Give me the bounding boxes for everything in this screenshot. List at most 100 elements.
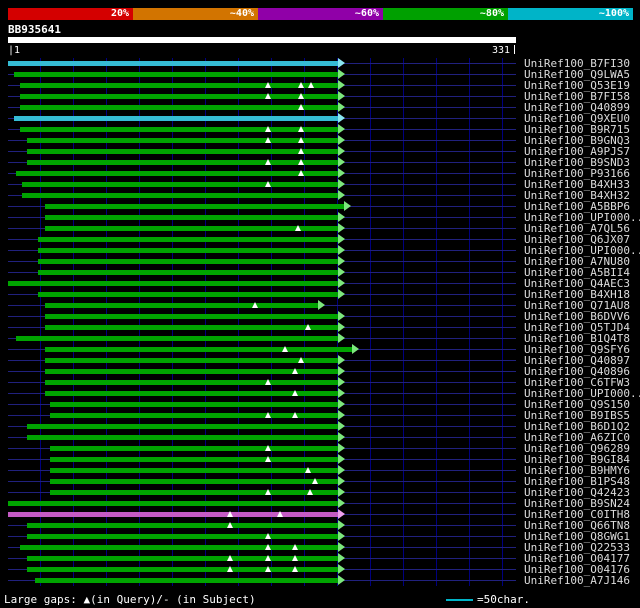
alignment-bar[interactable]	[14, 72, 338, 77]
alignment-bar[interactable]	[38, 270, 338, 275]
alignment-bar[interactable]	[20, 105, 338, 110]
alignment-bar[interactable]	[50, 402, 338, 407]
subject-id-label[interactable]: UniRef100_Q42423	[524, 486, 630, 499]
alignment-bar[interactable]	[45, 215, 338, 220]
alignment-arrowhead-icon	[318, 300, 325, 310]
alignment-arrowhead-icon	[338, 157, 345, 167]
alignment-bar[interactable]	[27, 138, 338, 143]
alignment-bar[interactable]	[16, 171, 338, 176]
alignment-bar[interactable]	[45, 314, 338, 319]
alignment-bar[interactable]	[38, 259, 338, 264]
subject-id-label[interactable]: UniRef100_B9GNQ3	[524, 134, 630, 147]
subject-id-label[interactable]: UniRef100_P93166	[524, 167, 630, 180]
subject-id-label[interactable]: UniRef100_Q8GWG1	[524, 530, 630, 543]
alignment-bar[interactable]	[27, 523, 338, 528]
subject-id-label[interactable]: UniRef100_B9SN24	[524, 497, 630, 510]
subject-id-label[interactable]: UniRef100_Q40896	[524, 365, 630, 378]
alignment-bar[interactable]	[27, 567, 338, 572]
subject-id-label[interactable]: UniRef100_B9HMY6	[524, 464, 630, 477]
subject-id-label[interactable]: UniRef100_Q5TJD4	[524, 321, 630, 334]
alignment-bar[interactable]	[45, 347, 352, 352]
alignment-bar[interactable]	[50, 468, 338, 473]
alignment-bar[interactable]	[27, 160, 338, 165]
alignment-bar[interactable]	[8, 501, 338, 506]
alignment-bar[interactable]	[20, 94, 338, 99]
alignment-bar[interactable]	[20, 83, 338, 88]
subject-id-label[interactable]: UniRef100_B1Q4T8	[524, 332, 630, 345]
subject-id-label[interactable]: UniRef100_C0ITH8	[524, 508, 630, 521]
alignment-bar[interactable]	[20, 127, 338, 132]
scale-segment-label: ~60%	[354, 8, 379, 19]
subject-id-label[interactable]: UniRef100_B9IBS5	[524, 409, 630, 422]
subject-id-label[interactable]: UniRef100_A5BBP6	[524, 200, 630, 213]
alignment-bar[interactable]	[22, 182, 338, 187]
alignment-bar[interactable]	[20, 545, 338, 550]
subject-id-label[interactable]: UniRef100_Q40899	[524, 101, 630, 114]
alignment-bar[interactable]	[27, 424, 338, 429]
alignment-bar[interactable]	[16, 336, 338, 341]
subject-id-label[interactable]: UniRef100_Q9XEU0	[524, 112, 630, 125]
subject-id-label[interactable]: UniRef100_UPI000..	[524, 387, 640, 400]
alignment-bar[interactable]	[45, 380, 338, 385]
alignment-bar[interactable]	[45, 303, 318, 308]
subject-id-label[interactable]: UniRef100_Q40897	[524, 354, 630, 367]
alignment-bar[interactable]	[45, 369, 338, 374]
alignment-bar[interactable]	[8, 512, 338, 517]
alignment-bar[interactable]	[45, 325, 338, 330]
subject-id-label[interactable]: UniRef100_Q66TN8	[524, 519, 630, 532]
subject-id-label[interactable]: UniRef100_Q4AEC3	[524, 277, 630, 290]
subject-id-label[interactable]: UniRef100_B4XH18	[524, 288, 630, 301]
subject-id-label[interactable]: UniRef100_Q96289	[524, 442, 630, 455]
subject-id-label[interactable]: UniRef100_B9SND3	[524, 156, 630, 169]
alignment-bar[interactable]	[45, 204, 344, 209]
subject-id-label[interactable]: UniRef100_B7FI30	[524, 57, 630, 70]
alignment-bar[interactable]	[38, 292, 338, 297]
alignment-bar[interactable]	[50, 490, 338, 495]
subject-id-label[interactable]: UniRef100_A6ZIC0	[524, 431, 630, 444]
subject-id-label[interactable]: UniRef100_B1PS48	[524, 475, 630, 488]
subject-id-label[interactable]: UniRef100_Q71AU8	[524, 299, 630, 312]
subject-id-label[interactable]: UniRef100_A7J146	[524, 574, 630, 587]
alignment-bar[interactable]	[14, 116, 338, 121]
alignment-bar[interactable]	[50, 413, 338, 418]
alignment-bar[interactable]	[50, 446, 338, 451]
alignment-bar[interactable]	[22, 193, 338, 198]
subject-id-label[interactable]: UniRef100_B6DVV6	[524, 310, 630, 323]
alignment-bar[interactable]	[50, 479, 338, 484]
subject-id-label[interactable]: UniRef100_Q9S150	[524, 398, 630, 411]
subject-id-label[interactable]: UniRef100_B4XH32	[524, 189, 630, 202]
alignment-arrowhead-icon	[338, 278, 345, 288]
subject-id-label[interactable]: UniRef100_B4XH33	[524, 178, 630, 191]
alignment-bar[interactable]	[8, 281, 338, 286]
subject-id-label[interactable]: UniRef100_B9R715	[524, 123, 630, 136]
subject-id-label[interactable]: UniRef100_Q53E19	[524, 79, 630, 92]
alignment-bar[interactable]	[35, 578, 338, 583]
subject-id-label[interactable]: UniRef100_Q6JX07	[524, 233, 630, 246]
subject-id-label[interactable]: UniRef100_Q9SFY6	[524, 343, 630, 356]
subject-id-label[interactable]: UniRef100_UPI000..	[524, 244, 640, 257]
subject-id-label[interactable]: UniRef100_B6D1Q2	[524, 420, 630, 433]
subject-id-label[interactable]: UniRef100_Q9LWA5	[524, 68, 630, 81]
alignment-bar[interactable]	[8, 61, 338, 66]
alignment-bar[interactable]	[45, 391, 338, 396]
subject-id-label[interactable]: UniRef100_A7NU80	[524, 255, 630, 268]
subject-id-label[interactable]: UniRef100_A7QL56	[524, 222, 630, 235]
alignment-bar[interactable]	[50, 457, 338, 462]
subject-id-label[interactable]: UniRef100_UPI000..	[524, 211, 640, 224]
subject-id-label[interactable]: UniRef100_A9PJS7	[524, 145, 630, 158]
alignment-bar[interactable]	[27, 534, 338, 539]
alignment-bar[interactable]	[27, 556, 338, 561]
subject-id-label[interactable]: UniRef100_O04177	[524, 552, 630, 565]
alignment-bar[interactable]	[45, 358, 338, 363]
subject-id-label[interactable]: UniRef100_C6TFW3	[524, 376, 630, 389]
alignment-bar[interactable]	[38, 248, 338, 253]
alignment-bar[interactable]	[27, 435, 338, 440]
subject-id-label[interactable]: UniRef100_B7FI58	[524, 90, 630, 103]
subject-id-label[interactable]: UniRef100_B9GI84	[524, 453, 630, 466]
subject-id-label[interactable]: UniRef100_O04176	[524, 563, 630, 576]
subject-id-label[interactable]: UniRef100_Q22533	[524, 541, 630, 554]
alignment-bar[interactable]	[45, 226, 338, 231]
subject-id-label[interactable]: UniRef100_A5BII4	[524, 266, 630, 279]
alignment-bar[interactable]	[27, 149, 338, 154]
alignment-bar[interactable]	[38, 237, 338, 242]
